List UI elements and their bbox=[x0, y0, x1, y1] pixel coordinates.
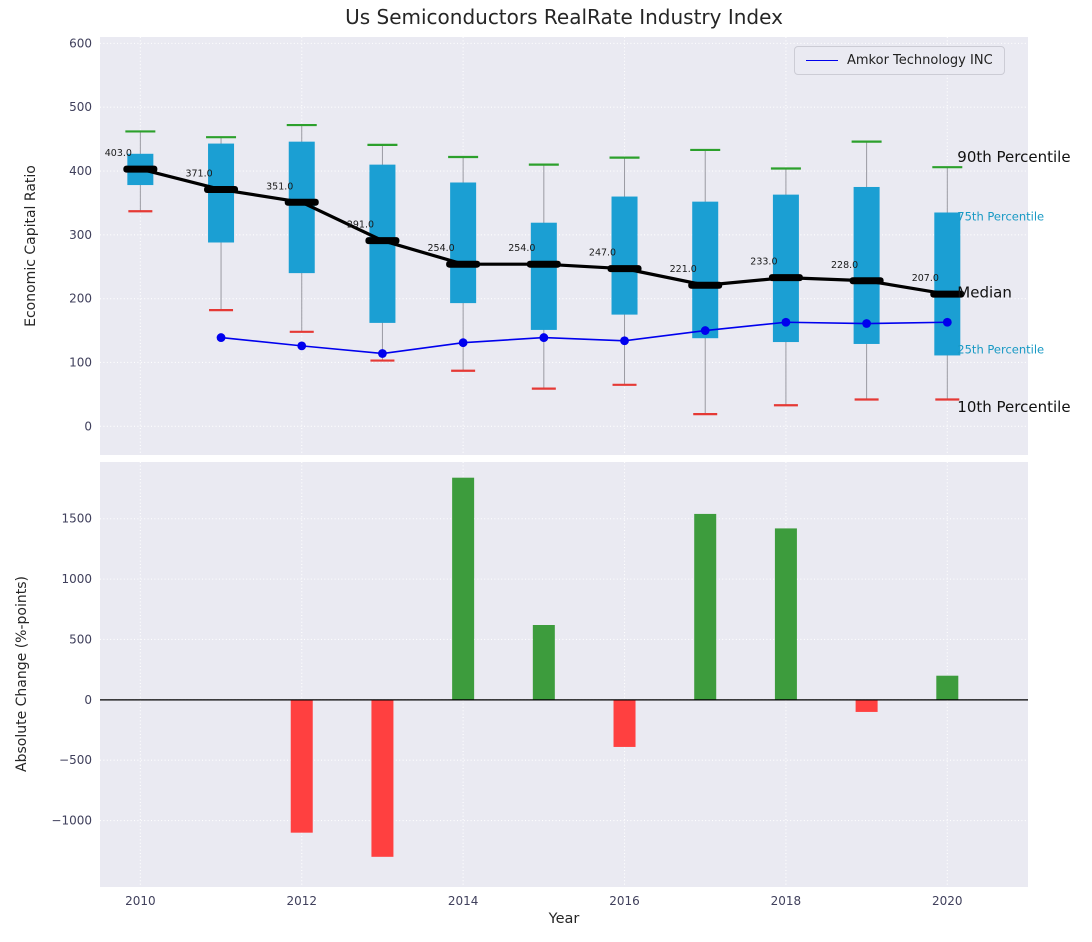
bars-group bbox=[100, 477, 1028, 857]
median-marker-2018 bbox=[768, 274, 803, 282]
median-marker-2016 bbox=[607, 265, 642, 273]
median-marker-2020 bbox=[930, 290, 965, 298]
company-point-2017 bbox=[700, 326, 710, 335]
company-point-2011 bbox=[216, 333, 226, 342]
company-point-2016 bbox=[620, 336, 629, 346]
company-point-2018 bbox=[781, 317, 791, 327]
svg-text:228.0: 228.0 bbox=[831, 260, 858, 271]
svg-text:400: 400 bbox=[69, 164, 92, 178]
box-2020 bbox=[934, 212, 961, 356]
median-marker-2015 bbox=[526, 260, 561, 268]
bar-2018 bbox=[774, 528, 797, 700]
box-2011 bbox=[208, 143, 235, 243]
company-point-2012 bbox=[297, 341, 307, 351]
svg-text:300: 300 bbox=[69, 228, 92, 242]
panel-backgrounds bbox=[100, 37, 1028, 887]
svg-text:351.0: 351.0 bbox=[266, 181, 293, 192]
median-marker-2012 bbox=[284, 198, 319, 206]
legend: Amkor Technology INC bbox=[794, 46, 1005, 75]
bar-2015 bbox=[532, 624, 555, 700]
svg-text:207.0: 207.0 bbox=[912, 273, 939, 284]
box-2014 bbox=[450, 182, 477, 304]
company-point-2013 bbox=[378, 349, 387, 358]
svg-text:2018: 2018 bbox=[771, 894, 802, 908]
median-marker-2017 bbox=[688, 281, 723, 289]
box-2018 bbox=[772, 194, 799, 343]
box-2017 bbox=[692, 201, 719, 339]
percentile-labels: 90th Percentile 75th Percentile Median 25th… bbox=[957, 148, 1070, 416]
svg-text:2014: 2014 bbox=[448, 894, 479, 908]
svg-text:254.0: 254.0 bbox=[428, 243, 455, 254]
axis-tick-labels: 0 100 200 300 400 500 600 −1000 −500 0 500 1000 1500… bbox=[51, 36, 962, 908]
bar-2017 bbox=[694, 513, 717, 700]
svg-text:−1000: −1000 bbox=[51, 814, 92, 828]
bar-2016 bbox=[613, 699, 636, 747]
median-marker-2019 bbox=[849, 277, 884, 285]
legend-label: Amkor Technology INC bbox=[847, 53, 993, 68]
company-line bbox=[216, 317, 952, 358]
company-point-2020 bbox=[942, 317, 952, 327]
svg-text:0: 0 bbox=[84, 419, 92, 433]
svg-text:600: 600 bbox=[69, 36, 92, 50]
x-axis-label: Year bbox=[548, 911, 580, 927]
svg-text:291.0: 291.0 bbox=[347, 220, 374, 231]
box-2019 bbox=[853, 186, 880, 344]
box-2016 bbox=[611, 196, 638, 315]
svg-text:−500: −500 bbox=[59, 753, 92, 767]
svg-text:Median: Median bbox=[957, 283, 1012, 301]
bar-2019 bbox=[855, 699, 878, 712]
svg-text:200: 200 bbox=[69, 292, 92, 306]
svg-text:75th Percentile: 75th Percentile bbox=[957, 210, 1044, 224]
svg-text:500: 500 bbox=[69, 632, 92, 646]
bottom-y-axis-label: Absolute Change (%-points) bbox=[14, 576, 30, 772]
company-point-2014 bbox=[458, 338, 468, 348]
median-marker-2014 bbox=[446, 260, 481, 268]
svg-text:90th Percentile: 90th Percentile bbox=[957, 148, 1070, 166]
svg-text:247.0: 247.0 bbox=[589, 248, 616, 259]
svg-text:254.0: 254.0 bbox=[508, 243, 535, 254]
svg-text:0: 0 bbox=[84, 693, 92, 707]
svg-text:1000: 1000 bbox=[61, 572, 92, 586]
company-point-2015 bbox=[539, 333, 549, 342]
median-marker-2013 bbox=[365, 237, 400, 245]
svg-text:2012: 2012 bbox=[286, 894, 317, 908]
svg-text:2016: 2016 bbox=[609, 894, 640, 908]
svg-text:100: 100 bbox=[69, 355, 92, 369]
bar-2013 bbox=[371, 699, 394, 857]
chart-title: Us Semiconductors RealRate Industry Inde… bbox=[345, 5, 783, 29]
svg-text:1500: 1500 bbox=[61, 512, 92, 526]
box-2015 bbox=[530, 222, 557, 330]
bar-2020 bbox=[936, 675, 959, 700]
median-marker-2010 bbox=[123, 165, 158, 173]
company-point-2019 bbox=[862, 319, 872, 328]
bar-2012 bbox=[290, 699, 313, 833]
svg-text:403.0: 403.0 bbox=[105, 148, 132, 159]
svg-text:221.0: 221.0 bbox=[670, 264, 697, 275]
svg-text:500: 500 bbox=[69, 100, 92, 114]
svg-text:2010: 2010 bbox=[125, 894, 156, 908]
top-y-axis-label: Economic Capital Ratio bbox=[23, 165, 39, 327]
svg-text:2020: 2020 bbox=[932, 894, 963, 908]
legend-line-sample-icon bbox=[806, 60, 838, 61]
svg-text:25th Percentile: 25th Percentile bbox=[957, 342, 1044, 356]
median-line: 403.0 371.0 351.0 291.0 254.0 254.0 247.0 221.0… bbox=[105, 148, 965, 298]
median-marker-2011 bbox=[204, 186, 239, 194]
svg-text:10th Percentile: 10th Percentile bbox=[957, 398, 1070, 416]
bar-2014 bbox=[452, 477, 475, 700]
svg-text:233.0: 233.0 bbox=[750, 257, 777, 268]
svg-text:371.0: 371.0 bbox=[185, 169, 212, 180]
